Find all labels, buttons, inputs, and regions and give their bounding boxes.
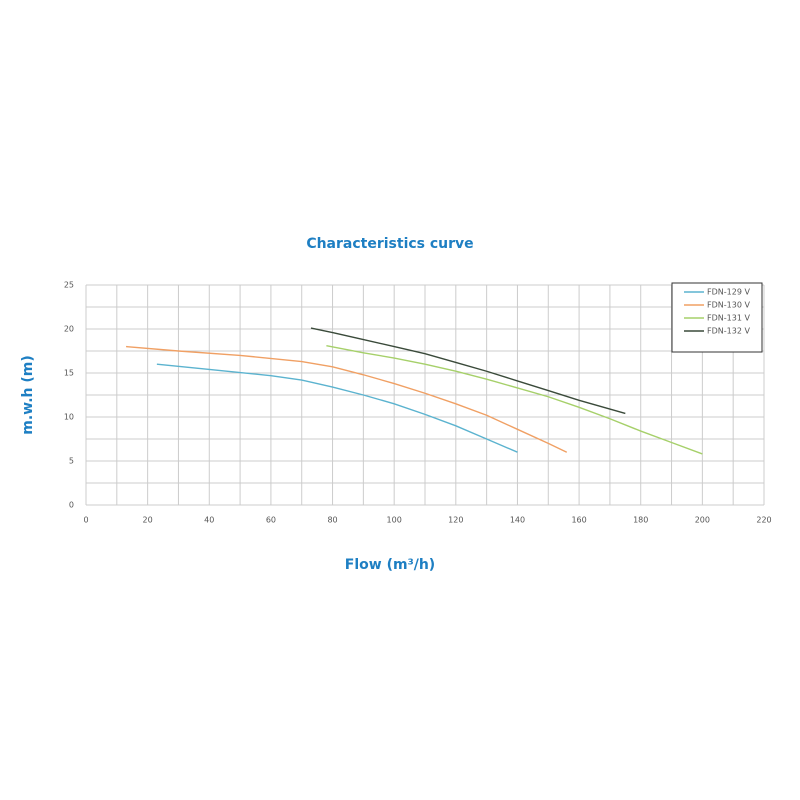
y-tick-label: 0 [69,501,74,510]
legend-label: FDN-131 V [707,314,750,323]
x-tick-label: 80 [327,516,337,525]
x-tick-label: 20 [143,516,153,525]
y-tick-label: 10 [64,413,74,422]
legend-label: FDN-129 V [707,288,750,297]
x-tick-label: 220 [756,516,771,525]
chart-title: Characteristics curve [306,236,473,252]
y-tick-label: 25 [64,281,74,290]
x-tick-label: 100 [387,516,402,525]
x-tick-label: 140 [510,516,525,525]
x-tick-label: 200 [695,516,710,525]
x-axis-label: Flow (m³/h) [345,557,435,573]
legend-label: FDN-130 V [707,301,750,310]
x-tick-label: 120 [448,516,463,525]
legend-label: FDN-132 V [707,327,750,336]
x-tick-label: 0 [83,516,88,525]
x-tick-label: 160 [571,516,586,525]
y-tick-label: 20 [64,325,74,334]
series-line [156,363,518,453]
series-line [126,345,568,453]
series-line [310,327,626,415]
x-tick-label: 60 [266,516,276,525]
y-tick-label: 15 [64,369,74,378]
x-tick-label: 180 [633,516,648,525]
y-axis-label: m.w.h (m) [20,355,36,435]
y-tick-label: 5 [69,457,74,466]
x-tick-label: 40 [204,516,214,525]
series-line [326,345,703,455]
